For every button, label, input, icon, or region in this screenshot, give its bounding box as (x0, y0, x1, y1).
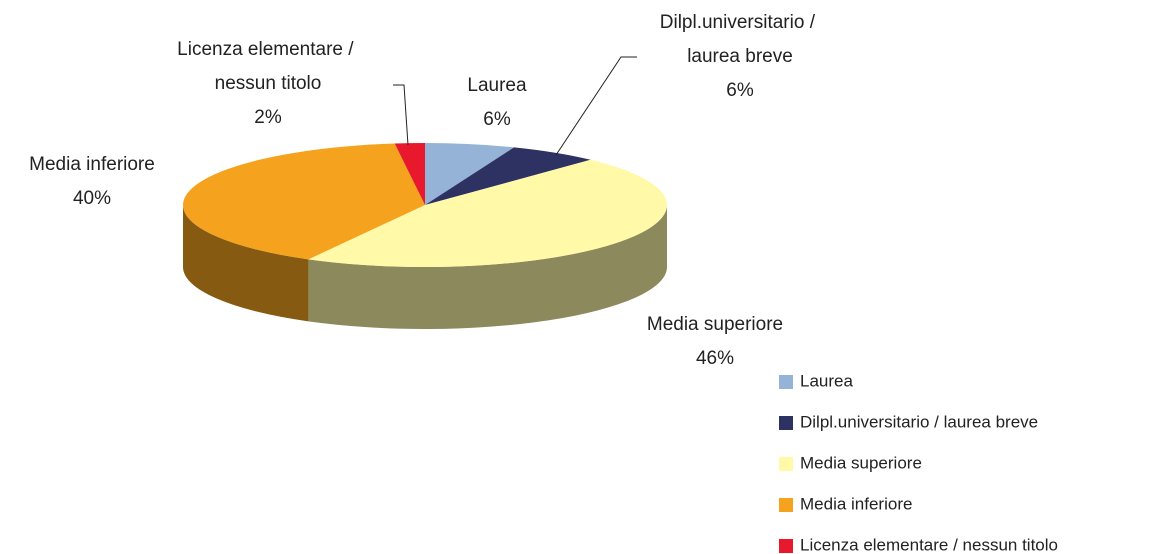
category-label: Media inferiore (29, 154, 155, 175)
legend-swatch (779, 457, 793, 471)
category-label: Licenza elementare / nessun titolo (177, 39, 359, 94)
value-label: 2% (254, 107, 282, 128)
legend-label: Laurea (800, 371, 853, 390)
legend-label: Dilpl.universitario / laurea breve (800, 412, 1038, 431)
leader-line (555, 56, 637, 156)
pie-slice (425, 147, 591, 205)
value-label: 6% (726, 80, 754, 101)
category-label: Laurea (467, 75, 527, 96)
pie-slice (182, 143, 425, 260)
category-label: Dilpl.universitario / laurea breve (660, 12, 821, 67)
pie-slice (394, 143, 425, 205)
pie-side (183, 205, 309, 322)
legend-swatch (779, 416, 793, 430)
value-label: 40% (73, 188, 111, 209)
value-label: 6% (483, 109, 511, 130)
legend-label: Licenza elementare / nessun titolo (800, 535, 1058, 554)
legend-label: Media superiore (800, 453, 922, 472)
legend-swatch (779, 498, 793, 512)
legend-label: Media inferiore (800, 494, 912, 513)
legend-swatch (779, 375, 793, 389)
value-label: 46% (696, 348, 734, 369)
leader-line (393, 84, 409, 146)
pie-slice (425, 143, 515, 205)
category-label: Media superiore (647, 314, 783, 335)
legend-swatch (779, 539, 793, 553)
pie-side (308, 205, 667, 329)
pie-slice (308, 159, 667, 267)
